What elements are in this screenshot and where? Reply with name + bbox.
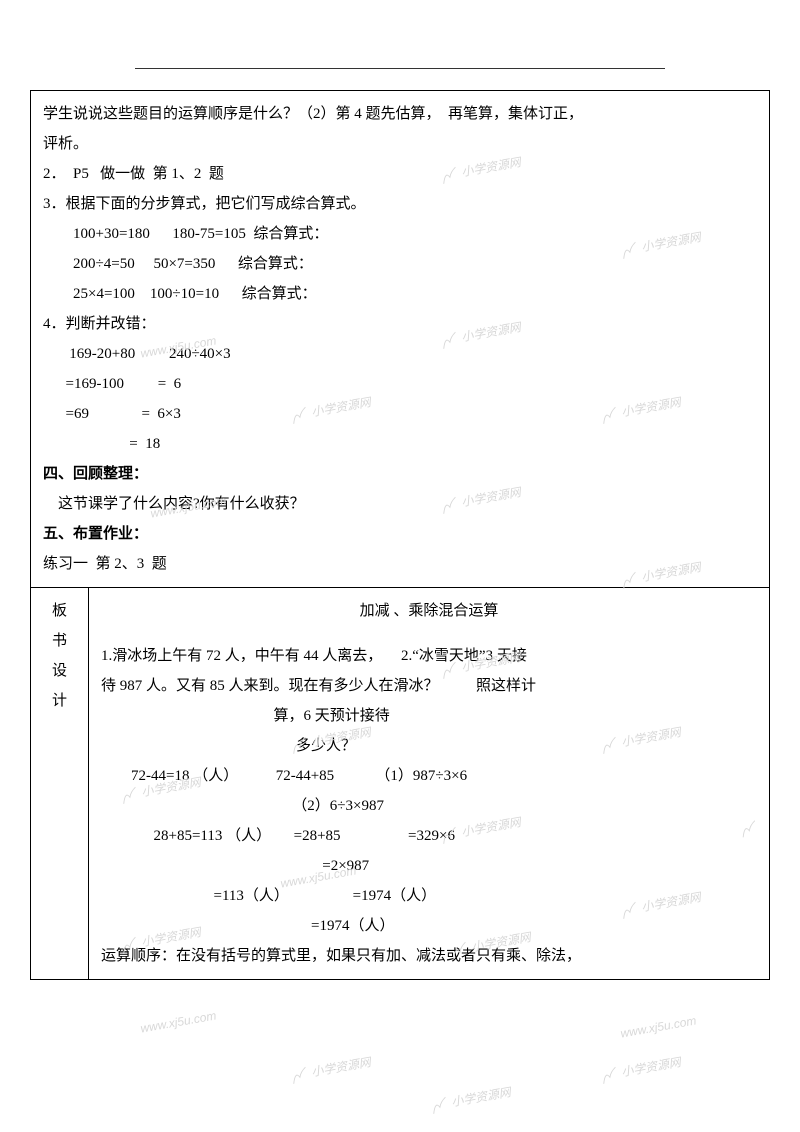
text-line: 3．根据下面的分步算式，把它们写成综合算式。 bbox=[43, 189, 757, 219]
watermark-url: www.xj5u.com bbox=[139, 1008, 217, 1035]
equation-line: 100+30=180 180-75=105 综合算式： bbox=[43, 219, 757, 249]
spacer bbox=[101, 626, 757, 641]
judge-line: 169-20+80 240÷40×3 bbox=[43, 339, 757, 369]
board-line: =2×987 bbox=[101, 851, 757, 881]
header-rule bbox=[135, 68, 665, 69]
board-line: =113（人） =1974（人） bbox=[101, 881, 757, 911]
label-char: 板 bbox=[35, 596, 84, 626]
equation-line: 200÷4=50 50×7=350 综合算式： bbox=[43, 249, 757, 279]
equation-line: 25×4=100 100÷10=10 综合算式： bbox=[43, 279, 757, 309]
label-char: 计 bbox=[35, 686, 84, 716]
lesson-content-cell: 学生说说这些题目的运算顺序是什么？（2）第 4 题先估算， 再笔算，集体订正， … bbox=[31, 91, 769, 588]
label-char: 书 bbox=[35, 626, 84, 656]
board-title: 加减 、乘除混合运算 bbox=[101, 596, 757, 626]
watermark-url: www.xj5u.com bbox=[619, 1013, 697, 1040]
label-char: 设 bbox=[35, 656, 84, 686]
board-line: 1.滑冰场上午有 72 人，中午有 44 人离去， 2.“冰雪天地”3 天接 bbox=[101, 641, 757, 671]
section-heading: 四、回顾整理： bbox=[43, 459, 757, 489]
text-line: 4．判断并改错： bbox=[43, 309, 757, 339]
board-line: =1974（人） bbox=[101, 911, 757, 941]
text-line: 学生说说这些题目的运算顺序是什么？（2）第 4 题先估算， 再笔算，集体订正， bbox=[43, 99, 757, 129]
text-line: 练习一 第 2、3 题 bbox=[43, 549, 757, 579]
board-line: 算，6 天预计接待 bbox=[101, 701, 757, 731]
board-line: 多少人？ bbox=[101, 731, 757, 761]
board-content-cell: 加减 、乘除混合运算 1.滑冰场上午有 72 人，中午有 44 人离去， 2.“… bbox=[89, 588, 769, 979]
board-line: 72-44=18 （人） 72-44+85 （1）987÷3×6 bbox=[101, 761, 757, 791]
board-line: 28+85=113 （人） =28+85 =329×6 bbox=[101, 821, 757, 851]
watermark: 小学资源网 bbox=[289, 1053, 372, 1086]
board-line: 运算顺序：在没有括号的算式里，如果只有加、减法或者只有乘、除法， bbox=[101, 941, 757, 971]
board-label-cell: 板 书 设 计 bbox=[31, 588, 89, 979]
watermark: 小学资源网 bbox=[429, 1083, 512, 1116]
text-line: 2． P5 做一做 第 1、2 题 bbox=[43, 159, 757, 189]
judge-line: = 18 bbox=[43, 429, 757, 459]
board-design-row: 板 书 设 计 加减 、乘除混合运算 1.滑冰场上午有 72 人，中午有 44 … bbox=[31, 588, 769, 979]
section-heading: 五、布置作业： bbox=[43, 519, 757, 549]
board-line: （2）6÷3×987 bbox=[101, 791, 757, 821]
lesson-table: 学生说说这些题目的运算顺序是什么？（2）第 4 题先估算， 再笔算，集体订正， … bbox=[30, 90, 770, 980]
text-line: 这节课学了什么内容?你有什么收获？ bbox=[43, 489, 757, 519]
watermark: 小学资源网 bbox=[599, 1053, 682, 1086]
text-line: 评析。 bbox=[43, 129, 757, 159]
board-line: 待 987 人。又有 85 人来到。现在有多少人在滑冰？ 照这样计 bbox=[101, 671, 757, 701]
judge-line: =69 = 6×3 bbox=[43, 399, 757, 429]
judge-line: =169-100 = 6 bbox=[43, 369, 757, 399]
